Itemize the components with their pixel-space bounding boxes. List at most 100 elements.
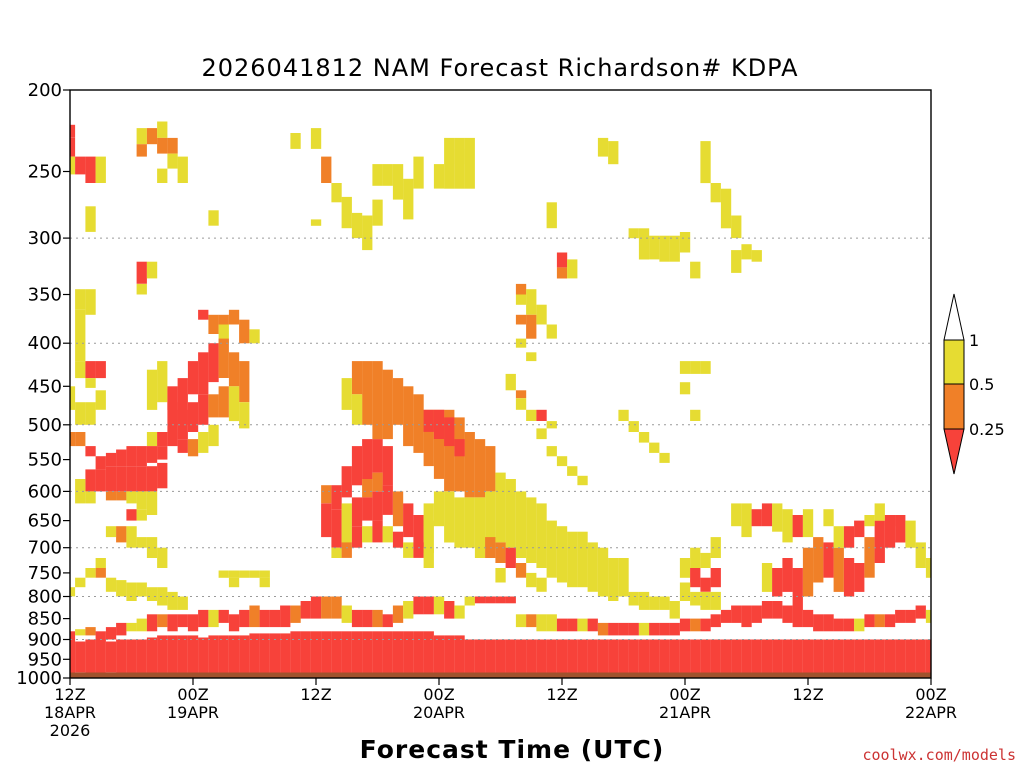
ri-cell xyxy=(136,491,147,510)
ri-cell xyxy=(382,614,393,628)
ri-cell xyxy=(802,509,814,538)
ri-cell xyxy=(136,639,147,673)
ri-cell xyxy=(341,631,352,673)
ri-cell xyxy=(362,439,373,479)
ri-cell xyxy=(700,361,711,374)
ri-cell xyxy=(105,491,117,501)
ri-cell xyxy=(372,361,383,440)
ri-cell xyxy=(792,605,803,628)
ri-cell xyxy=(75,361,86,379)
ri-cell xyxy=(526,289,537,315)
ri-cell xyxy=(690,618,701,632)
ri-cell xyxy=(269,609,281,628)
ri-cell xyxy=(372,199,383,226)
ri-cell xyxy=(331,509,342,548)
ri-cell xyxy=(515,614,527,628)
ri-cell xyxy=(556,639,568,673)
ri-cell xyxy=(382,485,393,515)
ri-cell xyxy=(761,563,773,592)
y-tick-label: 700 xyxy=(28,538,62,559)
ri-cell xyxy=(608,558,619,601)
chart-title: 2026041812 NAM Forecast Richardson# KDPA xyxy=(201,54,798,82)
ri-cell xyxy=(802,547,814,597)
ri-cell xyxy=(782,509,793,543)
ri-cell xyxy=(567,618,578,632)
ri-cell xyxy=(526,614,537,628)
ri-cell xyxy=(474,596,486,604)
ground-layer xyxy=(70,672,931,678)
ri-cell xyxy=(269,633,281,673)
x-tick-label: 12Z xyxy=(792,685,823,704)
ri-cell xyxy=(505,639,516,673)
y-axis: 200 250 300 350 400 450 500 550 600 650 700 750 8008… xyxy=(16,80,70,689)
ri-cell xyxy=(556,267,568,279)
ri-cell xyxy=(136,582,147,597)
ri-cell xyxy=(669,622,680,636)
ri-cell xyxy=(433,491,445,527)
ri-cell xyxy=(177,378,188,425)
ri-cell xyxy=(105,526,117,538)
ri-cell xyxy=(854,639,865,673)
ri-cell xyxy=(218,338,229,378)
ri-cell xyxy=(464,497,475,548)
ri-cell xyxy=(864,639,875,673)
ri-cell xyxy=(720,609,732,623)
ri-cell xyxy=(259,633,270,673)
ri-cell xyxy=(403,601,414,619)
ri-cell xyxy=(341,605,352,623)
ri-cell xyxy=(536,304,547,325)
ri-cell xyxy=(392,164,404,200)
ri-cell xyxy=(413,542,424,558)
x-tick-label: 19APR xyxy=(167,703,219,722)
ri-cell xyxy=(731,250,742,273)
y-tick-label: 350 xyxy=(28,285,62,306)
ri-cell xyxy=(782,639,793,673)
ri-cell xyxy=(157,462,168,489)
ri-cell xyxy=(208,210,219,226)
ri-cell xyxy=(228,386,240,422)
ri-cell xyxy=(720,188,732,229)
ri-cell xyxy=(895,515,906,543)
ri-cell xyxy=(218,314,229,325)
ri-cell xyxy=(218,609,229,623)
ri-cell xyxy=(474,639,486,673)
ri-cell xyxy=(464,137,475,189)
legend-label: 0.5 xyxy=(969,375,994,394)
ri-cell xyxy=(679,382,691,395)
ri-cell xyxy=(351,394,363,425)
ri-cell xyxy=(741,503,752,538)
ri-cell xyxy=(710,639,721,673)
ri-cell xyxy=(95,469,106,492)
ri-cell xyxy=(85,446,96,457)
ri-cell xyxy=(454,605,465,619)
ri-cell xyxy=(75,156,86,175)
ri-cell xyxy=(413,515,424,548)
ri-cell xyxy=(495,639,506,673)
ri-cell xyxy=(905,639,916,673)
ri-cell xyxy=(177,409,188,439)
ri-cell xyxy=(659,452,670,463)
ri-cell xyxy=(95,639,106,673)
ri-cell xyxy=(710,537,721,558)
ri-cell xyxy=(423,547,434,568)
ri-cell xyxy=(515,283,527,295)
ri-cell xyxy=(464,596,475,606)
ri-cell xyxy=(690,591,701,606)
ri-cell xyxy=(515,398,527,410)
ri-cell xyxy=(75,641,86,673)
ri-cell xyxy=(495,542,506,563)
ri-cell xyxy=(495,596,506,604)
ri-cell xyxy=(310,631,322,673)
ri-cell xyxy=(157,614,168,628)
ri-cell xyxy=(198,637,209,673)
ri-cell xyxy=(536,503,547,568)
ri-cell xyxy=(85,627,96,636)
ri-cell xyxy=(587,542,598,592)
ri-cell xyxy=(485,639,496,673)
x-tick-label: 22APR xyxy=(905,703,957,722)
y-tick-label: 300 xyxy=(28,228,62,249)
ri-cell xyxy=(772,601,783,619)
ri-cell xyxy=(372,609,383,628)
ri-cell xyxy=(208,635,219,673)
ri-cell xyxy=(833,618,844,632)
